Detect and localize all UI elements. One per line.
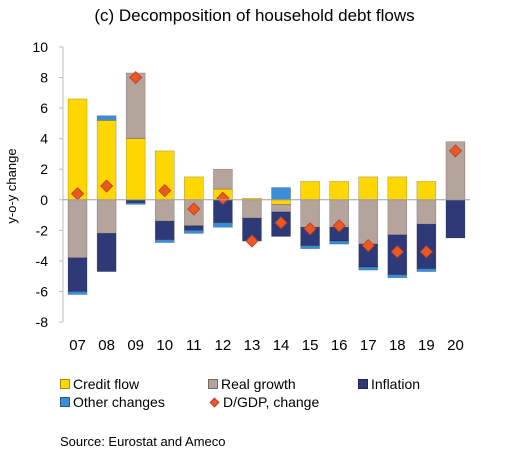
- chart-title: (c) Decomposition of household debt flow…: [94, 6, 415, 25]
- x-tick-label: 20: [447, 337, 464, 354]
- x-axis: 07 08 09 10 11 12 13 14 15 16 17 18 19 20: [63, 199, 470, 354]
- legend-item-real-growth: Real growth: [208, 376, 296, 392]
- bar-credit-flow-07: [67, 98, 88, 201]
- dgdp-marker-19: [419, 245, 433, 259]
- x-tick-label: 10: [156, 337, 173, 354]
- bar-real-growth-10: [154, 199, 175, 222]
- dgdp-marker-18: [390, 245, 404, 259]
- bar-other-changes-09: [125, 202, 146, 205]
- dgdp-marker-09: [129, 70, 143, 85]
- legend-item-dgdp: D/GDP, change: [208, 394, 319, 410]
- bar-real-growth-08: [96, 199, 117, 234]
- legend-label-credit-flow: Credit flow: [73, 376, 140, 392]
- x-tick-label: 15: [302, 337, 319, 354]
- bar-real-growth-07: [67, 199, 88, 259]
- legend-label-real-growth: Real growth: [221, 376, 296, 392]
- y-tick-label: -6: [36, 283, 49, 299]
- y-tick-label: -4: [36, 253, 49, 269]
- bar-other-changes-18: [387, 274, 408, 278]
- legend-label-other-changes: Other changes: [73, 394, 165, 410]
- bar-real-growth-18: [387, 199, 408, 236]
- bar-real-growth-19: [416, 199, 437, 225]
- x-tick-label: 11: [186, 337, 202, 354]
- y-tick-label: 10: [32, 39, 48, 55]
- bar-other-changes-08: [96, 115, 117, 121]
- bar-credit-flow-09: [125, 138, 146, 201]
- y-tick-label: 6: [40, 100, 48, 116]
- legend-diamond-dgdp-icon: [209, 397, 220, 407]
- bar-real-growth-12: [213, 168, 233, 190]
- y-tick-label: 4: [40, 131, 48, 147]
- x-tick-label: 09: [127, 337, 144, 354]
- dgdp-marker-17: [361, 239, 375, 253]
- x-tick-label: 14: [273, 337, 290, 354]
- bar-credit-flow-11: [184, 176, 204, 201]
- bar-other-changes-07: [67, 291, 88, 295]
- bar-real-growth-13: [242, 199, 262, 219]
- x-tick-label: 19: [418, 337, 435, 354]
- bar-other-changes-17: [358, 266, 379, 271]
- bar-other-changes-19: [416, 268, 437, 272]
- bar-credit-flow-15: [300, 181, 320, 201]
- legend-item-other-changes: Other changes: [60, 394, 165, 410]
- bar-credit-flow-14: [271, 199, 291, 205]
- y-tick-label: 8: [40, 70, 48, 86]
- dgdp-marker-12: [216, 191, 230, 205]
- bar-credit-flow-16: [329, 181, 349, 201]
- dgdp-marker-15: [303, 222, 317, 236]
- legend-swatch-inflation: [358, 379, 368, 389]
- y-tick-label: -8: [36, 314, 49, 330]
- bar-credit-flow-18: [387, 176, 408, 201]
- legend-item-inflation: Inflation: [358, 376, 420, 392]
- dgdp-marker-14: [274, 216, 288, 230]
- dgdp-marker-13: [245, 234, 259, 248]
- y-axis: -8 -6 -4 -2 0 2 4 6 8 10: [32, 39, 64, 330]
- bar-credit-flow-19: [416, 181, 437, 201]
- legend-item-credit-flow: Credit flow: [60, 376, 139, 392]
- bar-other-changes-16: [329, 240, 349, 245]
- x-tick-label: 13: [244, 337, 261, 354]
- dgdp-marker-11: [187, 202, 201, 216]
- bars: [67, 72, 466, 295]
- dgdp-marker-10: [158, 184, 172, 198]
- bar-other-changes-14: [271, 187, 291, 201]
- bar-inflation-07: [67, 257, 88, 292]
- bar-inflation-08: [96, 233, 117, 272]
- dgdp-markers: [70, 70, 463, 259]
- y-axis-label: y-o-y change: [4, 148, 19, 223]
- bar-real-growth-17: [358, 199, 379, 245]
- bar-inflation-11: [184, 225, 204, 231]
- x-tick-label: 17: [360, 337, 377, 354]
- bar-other-changes-11: [184, 230, 204, 234]
- bar-other-changes-12: [213, 222, 233, 228]
- y-tick-label: 2: [40, 161, 48, 177]
- y-tick-label: -2: [36, 222, 49, 238]
- source-note: Source: Eurostat and Ameco: [60, 434, 226, 449]
- bar-credit-flow-17: [358, 176, 379, 201]
- dgdp-marker-20: [448, 144, 463, 158]
- x-tick-label: 07: [69, 337, 86, 354]
- legend-label-dgdp: D/GDP, change: [223, 394, 320, 410]
- bar-inflation-10: [154, 220, 175, 240]
- dgdp-marker-16: [332, 219, 346, 233]
- dgdp-marker-08: [100, 179, 114, 193]
- y-tick-label: 0: [40, 192, 48, 208]
- x-tick-label: 18: [389, 337, 406, 354]
- legend-swatch-other-changes: [60, 397, 70, 407]
- bar-real-growth-14: [271, 204, 291, 213]
- legend-swatch-credit-flow: [60, 379, 70, 389]
- legend-label-inflation: Inflation: [371, 376, 421, 392]
- legend-swatch-real-growth: [208, 379, 218, 389]
- bar-inflation-20: [445, 199, 466, 239]
- bar-other-changes-10: [154, 239, 175, 243]
- bar-other-changes-15: [300, 245, 320, 249]
- x-tick-label: 12: [215, 337, 232, 354]
- x-tick-label: 16: [331, 337, 348, 354]
- x-tick-label: 08: [98, 337, 115, 354]
